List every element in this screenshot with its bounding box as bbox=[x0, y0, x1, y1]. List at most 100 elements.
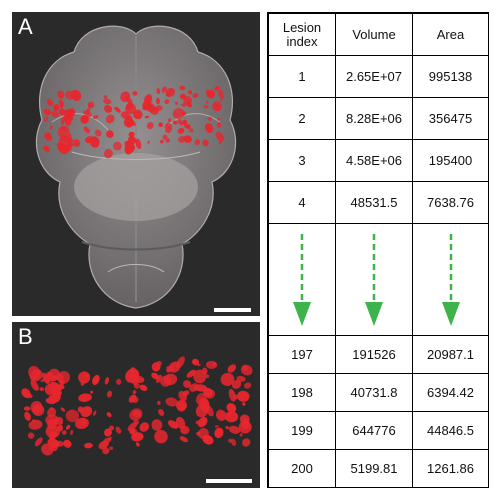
lesion-blob bbox=[104, 377, 109, 385]
lesion-blob bbox=[163, 373, 178, 386]
panel-b-lesion-render: B bbox=[12, 322, 260, 488]
cell-index: 197 bbox=[268, 335, 336, 374]
lesion-blob bbox=[203, 387, 213, 398]
lesion-blob bbox=[215, 131, 225, 142]
lesion-blob bbox=[179, 93, 186, 100]
lesion-blob bbox=[156, 360, 162, 366]
arrow-cell-index bbox=[268, 223, 336, 336]
lesion-blob bbox=[189, 383, 199, 392]
lesion-blob bbox=[51, 110, 60, 118]
lesion-blob bbox=[187, 90, 193, 95]
lesion-blob bbox=[133, 382, 140, 389]
cell-index: 1 bbox=[268, 55, 336, 98]
down-arrow-icon bbox=[293, 233, 311, 326]
lesion-blob bbox=[92, 115, 99, 119]
lesion-blob bbox=[135, 442, 140, 447]
lesion-blob bbox=[158, 409, 165, 416]
lesion-blob bbox=[202, 139, 209, 147]
lesion-blob bbox=[218, 140, 223, 145]
cell-volume: 48531.5 bbox=[335, 181, 413, 224]
cell-volume: 5199.81 bbox=[335, 449, 413, 488]
lesion-blob bbox=[51, 386, 59, 394]
lesion-blob bbox=[23, 406, 31, 411]
lesion-blob bbox=[103, 104, 113, 113]
arrow-cell-volume bbox=[335, 223, 413, 336]
lesion-blob bbox=[58, 108, 66, 115]
cell-volume: 191526 bbox=[335, 335, 413, 374]
cell-area: 7638.76 bbox=[412, 181, 489, 224]
lesion-blob bbox=[106, 390, 113, 398]
lesion-blob bbox=[58, 135, 69, 145]
lesion-blob bbox=[188, 128, 194, 133]
lesion-blob bbox=[176, 401, 187, 412]
lesion-blob bbox=[103, 148, 113, 159]
lesion-blob bbox=[83, 126, 90, 134]
lesion-blob bbox=[183, 135, 192, 143]
lesion-blob bbox=[179, 85, 186, 91]
cell-area: 44846.5 bbox=[412, 411, 489, 450]
lesion-blob bbox=[65, 409, 80, 423]
lesion-blob bbox=[24, 411, 31, 421]
header-lesion-index-text: Lesion index bbox=[282, 19, 322, 49]
lesion-blob bbox=[135, 138, 142, 150]
lesion-blob bbox=[167, 118, 172, 122]
lesion-blob bbox=[157, 400, 161, 405]
lesion-blob bbox=[218, 89, 224, 99]
cell-area: 20987.1 bbox=[412, 335, 489, 374]
lesion-blob bbox=[217, 118, 221, 121]
lesion-blob bbox=[131, 396, 139, 403]
lesion-blob bbox=[43, 145, 51, 153]
lesion-blob bbox=[131, 432, 144, 442]
lesion-blob bbox=[211, 101, 222, 112]
arrow-cell-area bbox=[412, 223, 489, 336]
lesion-blob bbox=[179, 436, 188, 443]
lesion-blob bbox=[60, 113, 64, 116]
lesion-blob bbox=[233, 394, 239, 400]
lesion-blob bbox=[237, 390, 250, 402]
lesion-blob bbox=[60, 407, 66, 412]
lesion-blob bbox=[155, 97, 161, 105]
lesion-blob bbox=[195, 393, 207, 406]
lesion-cluster-b bbox=[21, 356, 253, 456]
lesion-blob bbox=[21, 388, 31, 399]
cell-index: 199 bbox=[268, 411, 336, 450]
lesion-blob bbox=[205, 374, 210, 379]
lesion-blob bbox=[144, 115, 150, 119]
lesion-blob bbox=[50, 392, 61, 403]
lesion-blob bbox=[29, 369, 43, 382]
lesion-blob bbox=[159, 139, 164, 144]
lesion-blob bbox=[27, 432, 35, 439]
lesion-blob bbox=[128, 135, 136, 145]
lesion-blob bbox=[239, 433, 243, 437]
lesion-blob bbox=[156, 87, 161, 95]
table-header-row: Lesion index Volume Area bbox=[268, 13, 489, 56]
lesion-blob bbox=[129, 428, 136, 435]
lesion-blob bbox=[41, 443, 54, 456]
lesion-blob bbox=[32, 404, 45, 417]
lesion-blob bbox=[143, 94, 153, 104]
cell-area: 356475 bbox=[412, 97, 489, 140]
lesion-blob bbox=[106, 130, 114, 139]
lesion-data-table: Lesion index Volume Area 1 2.65E+07 9951… bbox=[267, 12, 489, 488]
lesion-blob bbox=[109, 446, 114, 451]
panel-a-label: A bbox=[18, 14, 33, 39]
lesion-blob bbox=[172, 120, 178, 125]
lesion-blob bbox=[205, 123, 214, 133]
lesion-blob bbox=[43, 108, 52, 116]
lesion-blob bbox=[39, 387, 45, 392]
lesion-blob bbox=[58, 384, 65, 390]
lesion-blob bbox=[193, 369, 207, 384]
lesion-blob bbox=[154, 429, 168, 444]
down-arrow-icon bbox=[441, 233, 460, 326]
cell-index: 200 bbox=[268, 449, 336, 488]
lesion-blob bbox=[139, 422, 150, 432]
lesion-blob bbox=[61, 121, 65, 125]
lesion-blob bbox=[182, 390, 190, 397]
lesion-blob bbox=[227, 364, 237, 373]
lesion-blob bbox=[67, 108, 76, 117]
lesion-blob bbox=[228, 425, 241, 434]
lesion-blob bbox=[242, 438, 251, 447]
lesion-blob bbox=[128, 114, 133, 121]
table-row: 1 2.65E+07 995138 bbox=[268, 55, 489, 98]
header-area: Area bbox=[412, 13, 489, 56]
